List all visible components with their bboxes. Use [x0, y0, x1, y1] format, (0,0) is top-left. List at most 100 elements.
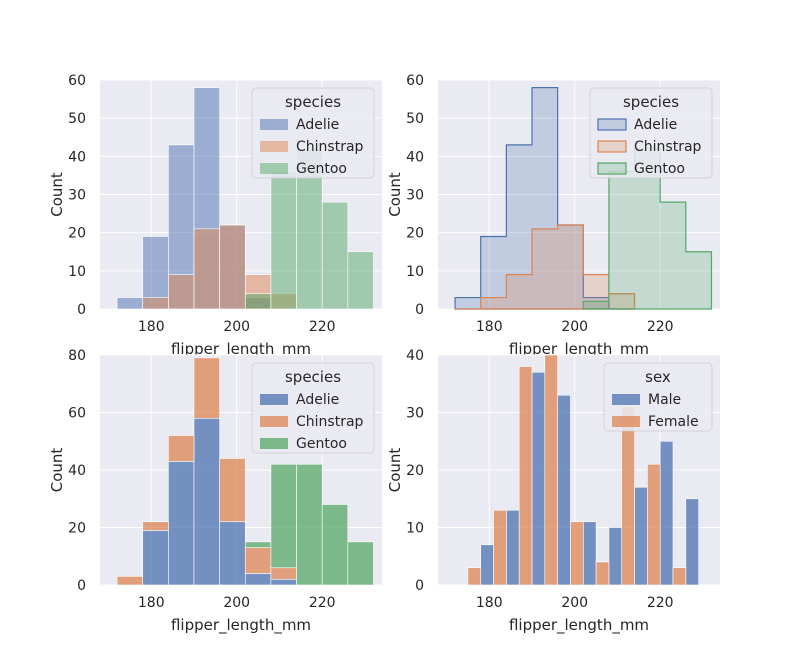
y-tick-label: 0 [415, 578, 424, 594]
legend-title: species [285, 368, 341, 386]
bar-male [659, 440, 674, 586]
chart-panel-2: 0 10 20 30 40 50 60 180 200 220 flipper_length_mm C… [386, 73, 720, 359]
bar-female [493, 509, 507, 586]
y-tick-label: 20 [68, 226, 86, 242]
legend-box [251, 87, 375, 179]
legend-swatch-chinstrap [260, 416, 288, 427]
legend-item-adelie: Adelie [296, 117, 339, 133]
bar-male [582, 521, 597, 586]
y-tick-label: 60 [406, 73, 424, 89]
bars [116, 357, 374, 586]
legend-swatch-chinstrap [597, 140, 627, 153]
x-tick-label: 220 [647, 319, 674, 335]
bar-male [685, 498, 699, 586]
x-tick-label: 200 [561, 319, 588, 335]
bar-gentoo [244, 293, 272, 310]
x-tick-label: 220 [309, 319, 336, 335]
y-tick-label: 50 [68, 111, 86, 127]
bar-gentoo [270, 463, 297, 569]
y-tick-label: 30 [406, 188, 424, 204]
x-axis-label: flipper_length_mm [171, 340, 311, 359]
legend-swatch-adelie [260, 394, 288, 405]
legend-item-chinstrap: Chinstrap [296, 139, 364, 155]
bar-female [672, 567, 687, 586]
y-tick-label: 10 [406, 264, 424, 280]
chart-panel-3: 0 20 40 60 80 180 200 220 flipper_length_mm Count… [48, 348, 382, 635]
legend-item-female: Female [648, 414, 699, 430]
legend-item-gentoo: Gentoo [296, 436, 347, 452]
x-tick-label: 180 [138, 595, 165, 611]
bars [467, 354, 699, 586]
bar-female [595, 561, 610, 586]
legend: species Adelie Chinstrap Gentoo [589, 87, 713, 179]
y-tick-label: 0 [77, 578, 86, 594]
legend-title: species [285, 93, 341, 111]
x-tick-label: 220 [309, 595, 336, 611]
legend-item-chinstrap: Chinstrap [634, 139, 702, 155]
bar-male [506, 509, 520, 586]
bar-adelie [270, 578, 297, 586]
bar-chinstrap [244, 547, 272, 574]
y-tick-label: 40 [406, 149, 424, 165]
bar-male [634, 486, 648, 586]
bar-adelie [193, 417, 220, 586]
bar-gentoo [244, 541, 272, 548]
y-tick-label: 10 [406, 521, 424, 537]
legend: species Adelie Chinstrap Gentoo [251, 87, 375, 179]
bar-chinstrap [168, 435, 195, 462]
x-axis-label: flipper_length_mm [509, 340, 649, 359]
legend-swatch-adelie [597, 118, 627, 131]
legend-title: sex [645, 368, 671, 386]
x-tick-label: 200 [561, 595, 588, 611]
bar-chinstrap [142, 521, 169, 531]
legend-swatch-gentoo [260, 163, 288, 174]
bars [116, 87, 374, 310]
x-axis-label: flipper_length_mm [171, 616, 311, 635]
bar-gentoo [296, 463, 323, 586]
legend: species Adelie Chinstrap Gentoo [251, 362, 375, 454]
legend-swatch-adelie [260, 119, 288, 130]
y-tick-label: 40 [68, 463, 86, 479]
legend-title: species [623, 93, 679, 111]
legend: sex Male Female [603, 362, 713, 432]
y-tick-label: 20 [406, 463, 424, 479]
legend-box [589, 87, 713, 179]
bar-gentoo [321, 504, 349, 586]
legend-swatch-chinstrap [260, 141, 288, 152]
legend-item-gentoo: Gentoo [634, 161, 685, 177]
legend-item-male: Male [648, 392, 681, 408]
x-tick-label: 180 [138, 319, 165, 335]
legend-swatch-female [612, 416, 640, 427]
y-tick-label: 30 [406, 406, 424, 422]
bar-male [531, 371, 546, 586]
chart-panel-1: 0 10 20 30 40 50 60 180 200 220 flipper_length_mm C… [48, 73, 382, 359]
x-tick-label: 180 [476, 319, 503, 335]
step-area-chinstrap [455, 224, 636, 310]
x-tick-label: 180 [476, 595, 503, 611]
bar-female [570, 521, 584, 586]
bar-chinstrap [168, 274, 195, 310]
bar-gentoo [347, 251, 374, 310]
x-tick-label: 220 [647, 595, 674, 611]
bar-female [647, 463, 661, 586]
y-tick-label: 20 [406, 226, 424, 242]
bar-adelie [219, 521, 246, 586]
bar-gentoo [347, 541, 374, 586]
y-tick-label: 10 [68, 264, 86, 280]
x-tick-label: 200 [223, 595, 250, 611]
bar-chinstrap [219, 224, 246, 310]
y-tick-label: 40 [406, 348, 424, 364]
legend-swatch-male [612, 394, 640, 405]
bar-chinstrap [270, 567, 297, 580]
bar-chinstrap [142, 297, 169, 310]
legend-box [251, 362, 375, 454]
bar-gentoo [270, 171, 297, 310]
bar-gentoo [321, 201, 349, 310]
bar-adelie [244, 573, 272, 586]
bar-female [621, 406, 635, 586]
legend-item-adelie: Adelie [634, 117, 677, 133]
y-tick-label: 30 [68, 188, 86, 204]
step-area-adelie [454, 87, 635, 310]
bar-chinstrap [219, 458, 246, 523]
